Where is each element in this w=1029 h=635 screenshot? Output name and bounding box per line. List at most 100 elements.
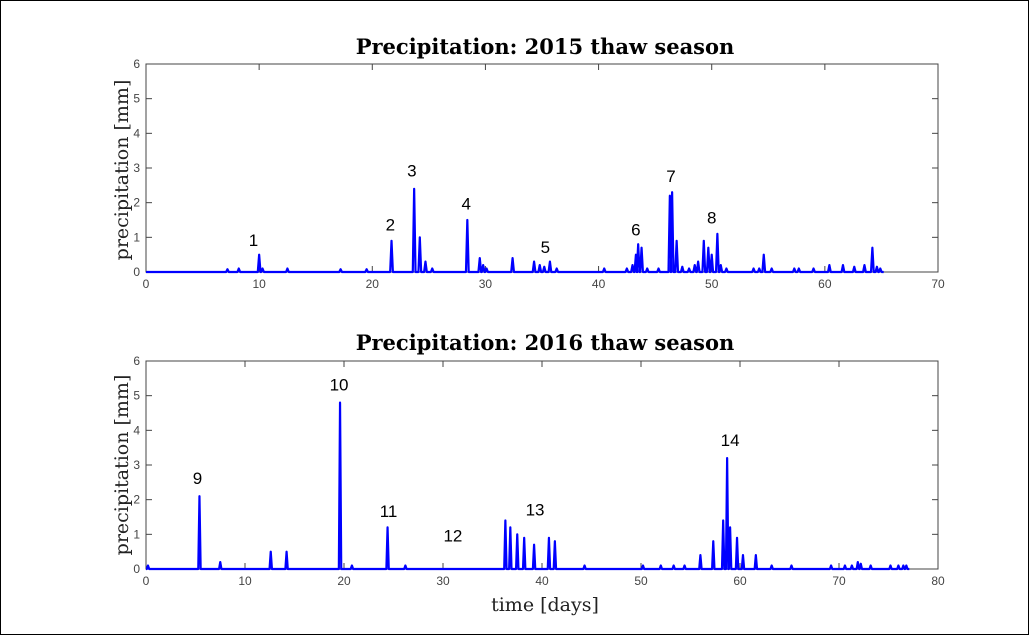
- data-point: [413, 188, 415, 190]
- data-point: [404, 564, 407, 567]
- data-point: [549, 260, 551, 263]
- data-point: [365, 268, 368, 271]
- data-point: [707, 246, 710, 249]
- y-tick-label: 5: [133, 389, 140, 403]
- event-label: 11: [380, 502, 398, 521]
- data-point: [897, 564, 900, 567]
- data-point: [198, 495, 201, 498]
- data-point: [555, 267, 558, 270]
- x-axis-label-2016: time [days]: [491, 594, 599, 616]
- y-tick-label: 2: [133, 493, 140, 507]
- data-point: [725, 267, 728, 270]
- data-point: [716, 233, 719, 235]
- data-point: [683, 564, 686, 567]
- data-point: [693, 264, 696, 266]
- x-tick-label: 50: [634, 574, 648, 588]
- y-tick-label: 5: [133, 92, 140, 106]
- y-axis-label-2015: precipitation [mm]: [111, 80, 133, 261]
- event-label: 7: [666, 167, 675, 186]
- data-point: [851, 564, 853, 567]
- data-point: [798, 267, 800, 270]
- data-point: [712, 540, 715, 543]
- data-point: [219, 561, 222, 563]
- data-point: [603, 267, 606, 270]
- x-tick-label: 60: [818, 277, 832, 291]
- data-point: [790, 564, 793, 567]
- data-point: [226, 268, 229, 271]
- data-point: [258, 253, 260, 256]
- data-point: [702, 240, 705, 242]
- data-point: [339, 401, 341, 404]
- data-point: [671, 191, 673, 194]
- data-point: [710, 253, 713, 256]
- data-point: [147, 564, 149, 567]
- y-tick-label: 6: [133, 57, 140, 71]
- data-point: [729, 526, 731, 529]
- data-point: [876, 266, 878, 268]
- data-point: [237, 267, 240, 270]
- data-point: [853, 266, 856, 268]
- event-label: 5: [541, 238, 550, 257]
- event-label: 1: [249, 231, 258, 250]
- event-label: 2: [386, 215, 395, 234]
- chart-title-2016: Precipitation: 2016 thaw season: [356, 330, 735, 355]
- data-point: [637, 243, 639, 246]
- data-point: [640, 246, 643, 249]
- data-point: [351, 564, 353, 567]
- data-point: [646, 267, 649, 270]
- event-label: 12: [443, 526, 462, 545]
- data-point: [583, 564, 586, 567]
- data-point: [719, 264, 722, 266]
- data-point: [672, 564, 675, 567]
- data-point: [386, 526, 389, 529]
- data-point: [869, 564, 872, 567]
- data-point: [879, 267, 882, 270]
- data-point: [424, 260, 427, 263]
- chart-2015: Precipitation: 2015 thaw season precipit…: [111, 34, 945, 291]
- y-tick-label: 4: [133, 423, 140, 437]
- plot-area-2016: [145, 360, 939, 570]
- event-label: 3: [407, 162, 416, 181]
- data-point: [688, 267, 690, 270]
- data-point: [466, 219, 469, 221]
- data-point: [770, 564, 773, 567]
- event-label: 4: [461, 195, 470, 214]
- data-point: [269, 550, 272, 553]
- data-point: [431, 267, 434, 270]
- event-label: 14: [721, 431, 740, 450]
- x-tick-label: 20: [337, 574, 351, 588]
- data-point: [697, 260, 699, 263]
- data-point: [516, 533, 519, 536]
- data-point: [642, 564, 644, 567]
- data-point: [828, 264, 831, 266]
- data-point: [812, 267, 815, 270]
- data-point: [554, 540, 556, 543]
- x-tick-label: 80: [931, 574, 945, 588]
- chart-title-2015: Precipitation: 2015 thaw season: [356, 34, 735, 59]
- data-point: [793, 267, 796, 270]
- x-tick-label: 50: [705, 277, 719, 291]
- y-tick-label: 1: [133, 230, 140, 244]
- data-point: [511, 257, 514, 259]
- data-point: [770, 267, 773, 270]
- data-point: [548, 537, 550, 539]
- x-tick-label: 0: [143, 277, 150, 291]
- x-tick-label: 30: [479, 277, 493, 291]
- x-tick-label: 70: [832, 574, 846, 588]
- x-tick-label: 0: [143, 574, 150, 588]
- x-tick-label: 60: [733, 574, 747, 588]
- data-point: [533, 260, 535, 263]
- data-point: [889, 564, 892, 567]
- data-point: [736, 537, 738, 539]
- data-point: [390, 240, 393, 242]
- data-point: [533, 543, 535, 546]
- data-point: [722, 519, 724, 522]
- data-point: [631, 264, 634, 266]
- y-tick-label: 0: [133, 265, 140, 279]
- data-point: [755, 554, 757, 556]
- data-point: [660, 564, 662, 567]
- data-point: [482, 264, 484, 266]
- data-point: [509, 526, 512, 529]
- data-point: [675, 240, 678, 242]
- x-tick-label: 20: [366, 277, 380, 291]
